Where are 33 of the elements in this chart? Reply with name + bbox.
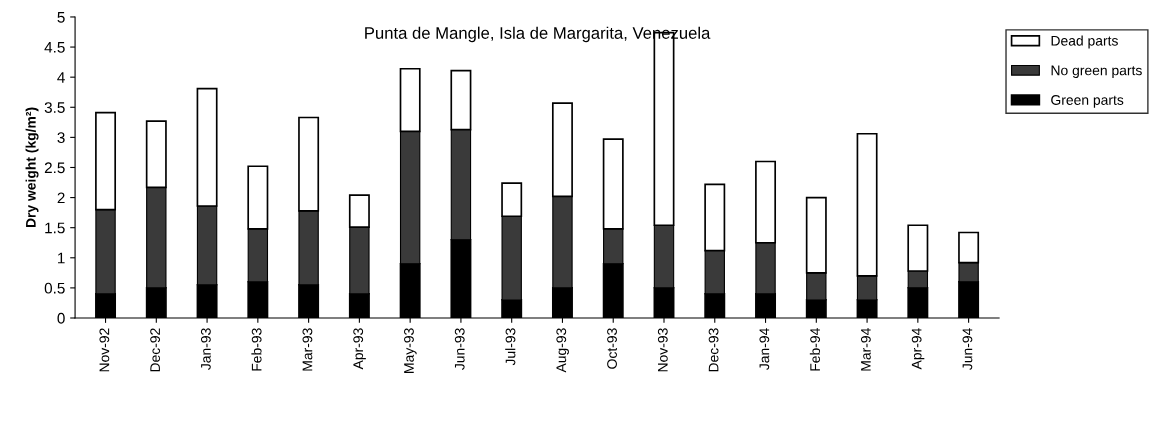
y-axis-title: Dry weight (kg/m²): [25, 107, 39, 228]
x-tick-label: Jan-94: [759, 328, 770, 370]
x-tick-label: Jan-93: [200, 328, 211, 370]
x-tick-label: Aug-93: [556, 328, 569, 373]
x-tick-label: May-93: [404, 328, 417, 373]
y-tick-label: 0: [57, 312, 65, 324]
x-tick-label: Nov-93: [657, 328, 668, 372]
x-tick-label: Nov-92: [99, 328, 110, 372]
y-tick-label: 1: [58, 252, 65, 264]
y-tick-label: 3: [57, 132, 65, 144]
y-tick-label: 1.5: [45, 222, 65, 234]
x-tick-label: Apr-94: [911, 328, 925, 370]
y-tick-label: 5: [57, 11, 65, 23]
x-tick-label: Feb-93: [251, 328, 262, 371]
legend-label: Green parts: [1051, 95, 1124, 108]
y-tick-label: 3.5: [44, 102, 65, 113]
x-tick-label: Apr-93: [353, 328, 366, 370]
y-tick-label: 2.5: [44, 162, 65, 174]
x-tick-label: Oct-93: [607, 328, 617, 369]
y-tick-label: 0.5: [44, 282, 65, 294]
y-tick-label: 4: [57, 72, 65, 83]
x-tick-label: Mar-93: [302, 328, 313, 371]
x-tick-label: Jun-93: [454, 328, 465, 370]
y-tick-label: 4.5: [44, 42, 65, 53]
x-tick-label: Jul-93: [505, 328, 516, 366]
legend-label: Dead parts: [1051, 35, 1118, 49]
y-tick-label: 2: [57, 192, 65, 204]
x-tick-label: Feb-94: [809, 328, 821, 371]
x-tick-label: Dec-93: [708, 328, 719, 372]
legend-label: No green parts: [1051, 65, 1142, 79]
x-tick-label: Dec-92: [150, 328, 161, 372]
x-tick-label: Mar-94: [860, 328, 871, 371]
x-tick-label: Jun-94: [962, 328, 973, 370]
